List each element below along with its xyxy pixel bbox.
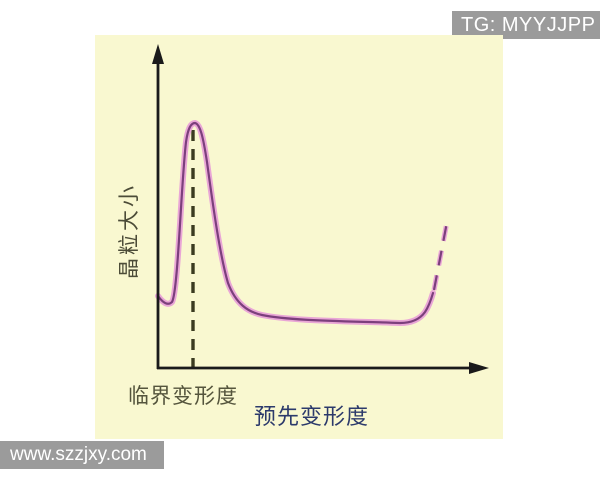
critical-deformation-label: 临界变形度 <box>128 385 238 408</box>
grain-size-curve <box>156 121 435 325</box>
x-axis-label: 预先变形度 <box>254 404 370 429</box>
x-axis-arrowhead-icon <box>469 362 489 374</box>
watermark-bottom-left: www.szzjxy.com <box>0 441 164 469</box>
y-axis-label: 晶粒大小 <box>118 183 141 279</box>
curve-dashed-extension <box>432 221 449 291</box>
watermark-top-right: TG: MYYJJPP <box>452 11 600 39</box>
watermark-top-right-text: TG: MYYJJPP <box>461 13 596 36</box>
chart-panel <box>95 35 503 439</box>
grain-size-curve-glow <box>155 119 436 327</box>
watermark-bottom-left-text: www.szzjxy.com <box>10 444 147 465</box>
y-axis-arrowhead-icon <box>152 44 164 64</box>
